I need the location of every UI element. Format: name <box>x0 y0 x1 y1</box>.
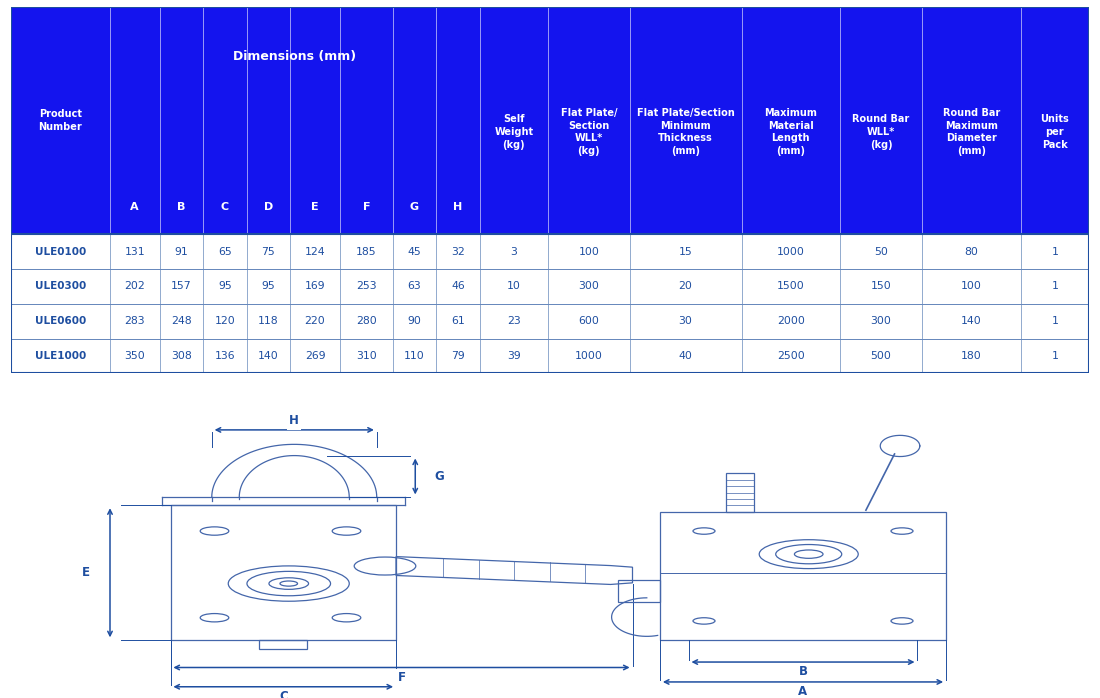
Text: 280: 280 <box>356 316 377 326</box>
Bar <box>11 339 1089 373</box>
Text: 1: 1 <box>1052 316 1058 326</box>
Text: 140: 140 <box>960 316 981 326</box>
Text: 1000: 1000 <box>777 246 805 257</box>
Text: ULE0600: ULE0600 <box>35 316 86 326</box>
Bar <box>11 7 1089 235</box>
Text: 79: 79 <box>451 351 464 361</box>
Text: Dimensions (mm): Dimensions (mm) <box>233 50 356 64</box>
Text: E: E <box>311 202 319 212</box>
Text: ULE1000: ULE1000 <box>35 351 86 361</box>
Text: C: C <box>279 690 287 698</box>
Text: 118: 118 <box>258 316 278 326</box>
Text: 600: 600 <box>579 316 600 326</box>
Text: 65: 65 <box>218 246 232 257</box>
Bar <box>11 304 1089 339</box>
Text: B: B <box>177 202 186 212</box>
Text: 1: 1 <box>1052 246 1058 257</box>
Text: 140: 140 <box>257 351 278 361</box>
Text: 100: 100 <box>579 246 600 257</box>
Text: 20: 20 <box>679 281 693 291</box>
Text: G: G <box>410 202 419 212</box>
Text: G: G <box>434 470 444 483</box>
Text: 283: 283 <box>124 316 145 326</box>
Text: 500: 500 <box>870 351 891 361</box>
Text: 95: 95 <box>262 281 275 291</box>
Text: F: F <box>397 671 406 683</box>
Text: 63: 63 <box>408 281 421 291</box>
Text: 45: 45 <box>408 246 421 257</box>
Text: 253: 253 <box>356 281 376 291</box>
Text: A: A <box>131 202 139 212</box>
Text: C: C <box>221 202 229 212</box>
Text: Round Bar
WLL*
(kg): Round Bar WLL* (kg) <box>852 114 910 150</box>
Text: 310: 310 <box>356 351 377 361</box>
Text: 2500: 2500 <box>777 351 805 361</box>
Text: F: F <box>363 202 370 212</box>
Text: 95: 95 <box>218 281 232 291</box>
Text: 40: 40 <box>679 351 693 361</box>
Text: 50: 50 <box>874 246 888 257</box>
Text: 202: 202 <box>124 281 145 291</box>
Text: 350: 350 <box>124 351 145 361</box>
Text: 180: 180 <box>960 351 981 361</box>
Text: 269: 269 <box>305 351 326 361</box>
Text: B: B <box>799 665 807 678</box>
Text: 150: 150 <box>871 281 891 291</box>
Bar <box>11 235 1089 269</box>
Text: D: D <box>264 202 273 212</box>
Text: 15: 15 <box>679 246 692 257</box>
Text: Round Bar
Maximum
Diameter
(mm): Round Bar Maximum Diameter (mm) <box>943 107 1000 156</box>
Text: 91: 91 <box>175 246 188 257</box>
Text: 220: 220 <box>305 316 326 326</box>
Text: 39: 39 <box>507 351 520 361</box>
Text: 100: 100 <box>960 281 981 291</box>
Text: 3: 3 <box>510 246 517 257</box>
Text: ULE0300: ULE0300 <box>35 281 86 291</box>
Text: Maximum
Material
Length
(mm): Maximum Material Length (mm) <box>764 107 817 156</box>
Text: 157: 157 <box>172 281 191 291</box>
Text: A: A <box>799 685 807 698</box>
Text: 300: 300 <box>579 281 600 291</box>
Text: 300: 300 <box>870 316 891 326</box>
Text: 90: 90 <box>407 316 421 326</box>
Text: 248: 248 <box>172 316 191 326</box>
Bar <box>11 269 1089 304</box>
Text: 120: 120 <box>214 316 235 326</box>
Text: 1: 1 <box>1052 281 1058 291</box>
Text: 1500: 1500 <box>777 281 805 291</box>
Text: 23: 23 <box>507 316 520 326</box>
Text: 110: 110 <box>404 351 425 361</box>
Text: 46: 46 <box>451 281 464 291</box>
Text: 80: 80 <box>965 246 978 257</box>
Text: 1000: 1000 <box>575 351 603 361</box>
Text: 30: 30 <box>679 316 693 326</box>
Text: H: H <box>289 415 299 427</box>
Text: 131: 131 <box>124 246 145 257</box>
Text: Units
per
Pack: Units per Pack <box>1041 114 1069 150</box>
Text: 185: 185 <box>356 246 376 257</box>
Text: 2000: 2000 <box>777 316 805 326</box>
Text: Self
Weight
(kg): Self Weight (kg) <box>494 114 534 150</box>
Text: 75: 75 <box>262 246 275 257</box>
Text: Flat Plate/Section
Minimum
Thickness
(mm): Flat Plate/Section Minimum Thickness (mm… <box>637 107 735 156</box>
Text: 32: 32 <box>451 246 464 257</box>
Text: Product
Number: Product Number <box>39 109 82 132</box>
Text: 10: 10 <box>507 281 520 291</box>
Text: ULE0100: ULE0100 <box>35 246 86 257</box>
Text: 136: 136 <box>214 351 235 361</box>
Text: 1: 1 <box>1052 351 1058 361</box>
Text: 61: 61 <box>451 316 464 326</box>
Text: 169: 169 <box>305 281 326 291</box>
Text: Flat Plate/
Section
WLL*
(kg): Flat Plate/ Section WLL* (kg) <box>561 107 617 156</box>
Text: 124: 124 <box>305 246 326 257</box>
Text: 308: 308 <box>172 351 191 361</box>
Text: E: E <box>81 566 90 579</box>
Text: H: H <box>453 202 462 212</box>
